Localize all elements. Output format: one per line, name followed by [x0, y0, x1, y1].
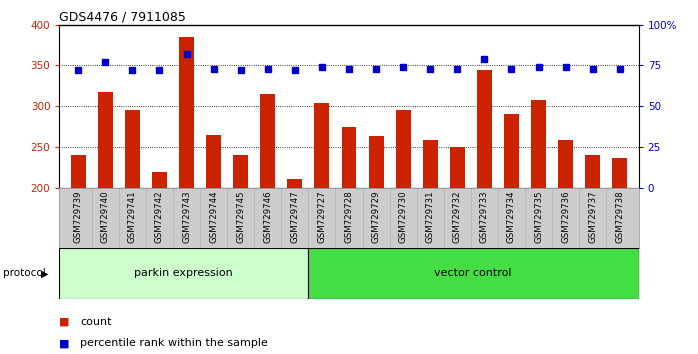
Text: GSM729734: GSM729734: [507, 190, 516, 243]
Bar: [341, 127, 357, 188]
Text: GSM729730: GSM729730: [399, 190, 408, 243]
Bar: [477, 69, 492, 188]
Text: count: count: [80, 317, 112, 327]
Bar: [206, 135, 221, 188]
Text: ▶: ▶: [40, 268, 48, 279]
Text: protocol: protocol: [3, 268, 46, 279]
Bar: [612, 158, 628, 188]
Text: GSM729747: GSM729747: [290, 190, 299, 243]
Text: GSM729740: GSM729740: [101, 190, 110, 243]
Bar: [423, 141, 438, 188]
Text: GSM729745: GSM729745: [236, 190, 245, 243]
Text: GSM729743: GSM729743: [182, 190, 191, 243]
Text: GSM729742: GSM729742: [155, 190, 164, 243]
Bar: [558, 141, 573, 188]
Bar: [450, 147, 465, 188]
Bar: [125, 110, 140, 188]
Bar: [504, 114, 519, 188]
Text: GSM729738: GSM729738: [615, 190, 624, 243]
Text: GSM729739: GSM729739: [74, 190, 83, 243]
Text: GSM729736: GSM729736: [561, 190, 570, 243]
Bar: [531, 100, 546, 188]
Text: GSM729737: GSM729737: [588, 190, 597, 243]
Bar: [59, 248, 308, 299]
Bar: [98, 92, 113, 188]
Bar: [152, 172, 167, 188]
Bar: [70, 155, 86, 188]
Text: parkin expression: parkin expression: [134, 268, 233, 279]
Bar: [260, 94, 275, 188]
Text: vector control: vector control: [434, 268, 512, 279]
Text: ■: ■: [59, 338, 70, 348]
Bar: [233, 155, 248, 188]
Text: GSM729741: GSM729741: [128, 190, 137, 243]
Bar: [308, 248, 639, 299]
Bar: [396, 110, 410, 188]
Text: GSM729732: GSM729732: [453, 190, 462, 243]
Bar: [288, 179, 302, 188]
Bar: [179, 37, 194, 188]
Text: GSM729733: GSM729733: [480, 190, 489, 243]
Text: GSM729727: GSM729727: [318, 190, 327, 243]
Text: GSM729744: GSM729744: [209, 190, 218, 243]
Text: GSM729729: GSM729729: [371, 190, 380, 243]
Text: ■: ■: [59, 317, 70, 327]
Bar: [315, 103, 329, 188]
Text: percentile rank within the sample: percentile rank within the sample: [80, 338, 268, 348]
Text: GDS4476 / 7911085: GDS4476 / 7911085: [59, 11, 186, 24]
Text: GSM729746: GSM729746: [263, 190, 272, 243]
Text: GSM729735: GSM729735: [534, 190, 543, 243]
Text: GSM729728: GSM729728: [345, 190, 353, 243]
Text: GSM729731: GSM729731: [426, 190, 435, 243]
Bar: [585, 155, 600, 188]
Bar: [369, 136, 383, 188]
